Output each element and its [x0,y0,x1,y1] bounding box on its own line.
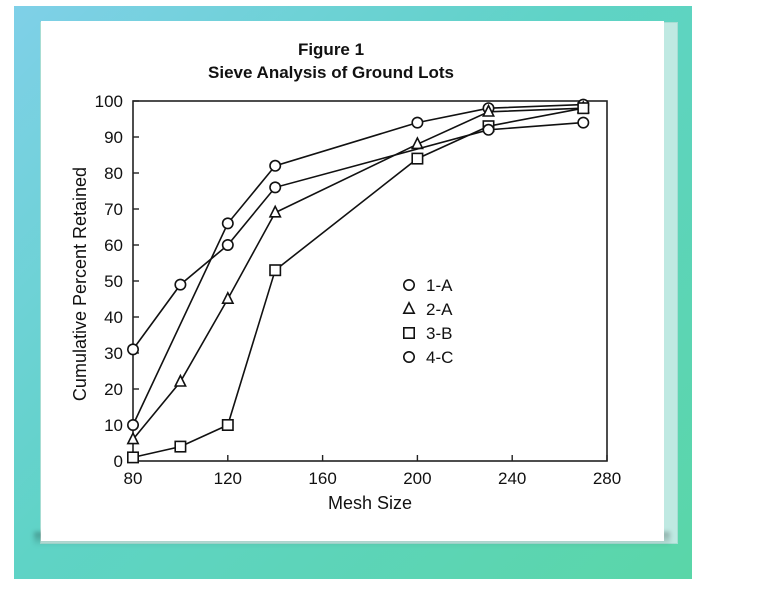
y-tick-label: 80 [104,164,123,183]
data-point-2-a [126,431,140,445]
data-point-2-a [482,103,495,117]
legend-marker-1-a [402,278,415,291]
x-tick-label: 240 [498,469,526,488]
x-tick-label: 160 [308,469,336,488]
legend-label-3-b: 3-B [426,324,452,343]
data-point-3-b [269,264,282,277]
x-tick-label: 80 [124,469,143,488]
data-point-1-a [221,217,234,230]
data-point-3-b [127,451,140,464]
plot-layer: 0 10 20 30 40 50 60 70 80 90 100 80 120 160 200 240 280 1… [95,92,622,488]
y-tick-label: 40 [104,308,123,327]
data-point-3-b [221,418,234,431]
y-tick-label: 50 [104,272,123,291]
data-point-4-c [269,181,282,194]
series-line-1-a [132,103,584,426]
y-tick-label: 70 [104,200,123,219]
data-point-4-c [127,343,140,356]
data-point-1-a [127,418,140,431]
data-point-3-b [174,440,187,453]
data-point-1-a [411,116,424,129]
y-tick-label: 100 [95,92,123,111]
data-point-2-a [173,373,187,387]
data-point-2-a [221,291,235,305]
data-point-4-c [577,116,590,129]
y-tick-label: 10 [104,416,123,435]
data-point-3-b [577,102,590,115]
y-tick-label: 90 [104,128,123,147]
chart-title: Figure 1 [298,40,364,59]
data-point-1-a [269,159,282,172]
legend-label-2-a: 2-A [426,300,453,319]
x-tick-label: 280 [593,469,621,488]
y-tick-label: 0 [114,452,123,471]
chart-subtitle: Sieve Analysis of Ground Lots [208,63,454,82]
y-tick-label: 60 [104,236,123,255]
legend-marker-4-c [402,350,415,363]
x-tick-label: 120 [214,469,242,488]
x-tick-label: 200 [403,469,431,488]
y-tick-label: 20 [104,380,123,399]
data-point-4-c [482,123,495,136]
plot-frame [132,100,608,462]
data-point-4-c [174,278,187,291]
y-axis-title: Cumulative Percent Retained [70,167,90,401]
data-point-4-c [221,239,234,252]
series-line-4-c [132,121,584,350]
legend-label-4-c: 4-C [426,348,453,367]
y-tick-label: 30 [104,344,123,363]
legend-label-1-a: 1-A [426,276,453,295]
data-point-2-a [268,204,282,218]
data-point-3-b [411,152,424,165]
series-line-2-a [132,107,584,440]
legend-marker-2-a [402,301,416,315]
legend-marker-3-b [402,326,415,339]
x-axis-title: Mesh Size [328,493,412,513]
